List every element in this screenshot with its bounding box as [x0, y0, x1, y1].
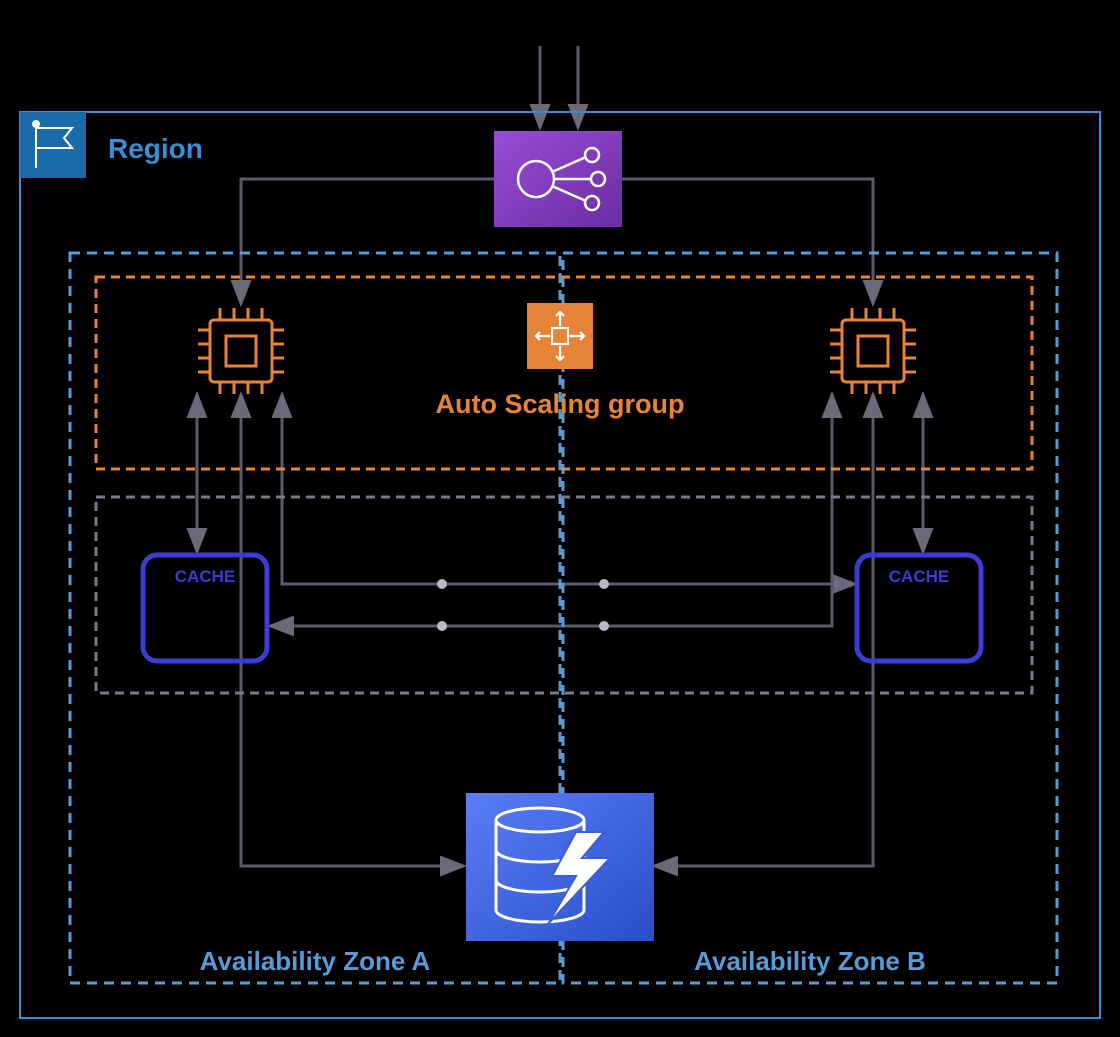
edge-junction-dot — [599, 579, 609, 589]
edge-junction-dot — [437, 579, 447, 589]
edge-dots — [437, 579, 609, 631]
cache-group-box — [96, 497, 1032, 693]
ec2-b — [830, 308, 916, 394]
architecture-diagram: Region Availability Zone A Availability … — [0, 0, 1120, 1037]
edge-ec2b-db — [654, 394, 873, 866]
region-label: Region — [108, 133, 203, 164]
cache-a-label: CACHE — [175, 567, 235, 586]
edge-junction-dot — [437, 621, 447, 631]
edge-ec2b-cachea — [270, 394, 832, 626]
edge-ec2a-cacheb — [282, 394, 855, 584]
edge-ec2a-db — [241, 394, 464, 866]
az-b-label: Availability Zone B — [694, 946, 926, 976]
az-a-label: Availability Zone A — [200, 946, 431, 976]
region-flag-badge — [20, 112, 86, 178]
edge-junction-dot — [599, 621, 609, 631]
asg-label: Auto Scaling group — [436, 389, 685, 419]
edge-lb-ec2a — [241, 179, 496, 304]
edge-lb-ec2b — [622, 179, 873, 304]
cache-b-label: CACHE — [889, 567, 949, 586]
ec2-a — [198, 308, 284, 394]
